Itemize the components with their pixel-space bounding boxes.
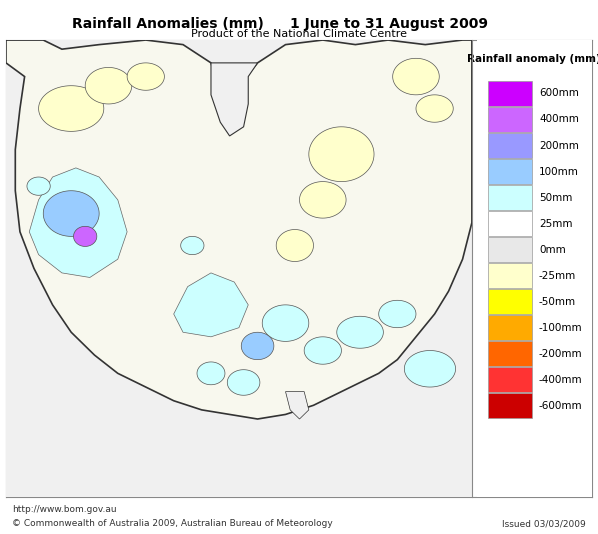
Polygon shape [309,127,374,182]
Text: -600mm: -600mm [539,400,582,411]
Text: 600mm: 600mm [539,89,579,98]
Bar [488,81,532,106]
Polygon shape [39,86,104,131]
Text: 50mm: 50mm [539,193,572,202]
Polygon shape [300,182,346,218]
Text: 25mm: 25mm [539,218,572,229]
Bar [488,211,532,236]
Bar [488,341,532,366]
Text: © Commonwealth of Australia 2009, Australian Bureau of Meteorology: © Commonwealth of Australia 2009, Austra… [12,519,332,528]
Polygon shape [337,316,383,348]
Bar [488,367,532,392]
Polygon shape [227,370,260,395]
Text: -400mm: -400mm [539,375,582,384]
Text: Product of the National Climate Centre: Product of the National Climate Centre [191,29,407,40]
Polygon shape [211,63,258,136]
Text: -100mm: -100mm [539,323,582,333]
Text: 1 June to 31 August 2009: 1 June to 31 August 2009 [289,17,488,31]
Text: Rainfall Anomalies (mm): Rainfall Anomalies (mm) [72,17,263,31]
Polygon shape [29,168,127,278]
Text: -25mm: -25mm [539,271,576,281]
Bar [488,263,532,288]
Polygon shape [285,391,309,419]
Polygon shape [27,177,50,195]
Polygon shape [6,40,472,419]
Bar [488,107,532,132]
Polygon shape [304,337,341,364]
Polygon shape [263,305,309,341]
Polygon shape [181,237,204,255]
Bar [488,159,532,184]
Bar [488,185,532,210]
Polygon shape [241,332,274,359]
Polygon shape [74,226,97,246]
Polygon shape [404,350,456,387]
Text: 100mm: 100mm [539,167,579,177]
Text: Issued 03/03/2009: Issued 03/03/2009 [502,519,586,528]
Text: 0mm: 0mm [539,245,566,255]
Bar [488,237,532,262]
Bar [488,289,532,314]
Polygon shape [416,95,453,122]
Polygon shape [173,273,248,337]
Text: 200mm: 200mm [539,140,579,151]
Text: -200mm: -200mm [539,349,582,359]
Bar [488,316,532,340]
Polygon shape [379,300,416,328]
Text: Rainfall anomaly (mm): Rainfall anomaly (mm) [468,54,598,64]
Bar [488,394,532,418]
Polygon shape [276,230,313,262]
Text: 400mm: 400mm [539,114,579,124]
Polygon shape [43,191,99,237]
Text: -50mm: -50mm [539,297,576,307]
Polygon shape [393,58,440,95]
Polygon shape [85,67,132,104]
Text: http://www.bom.gov.au: http://www.bom.gov.au [12,505,117,514]
Polygon shape [127,63,164,90]
Bar [488,133,532,158]
Polygon shape [197,362,225,385]
